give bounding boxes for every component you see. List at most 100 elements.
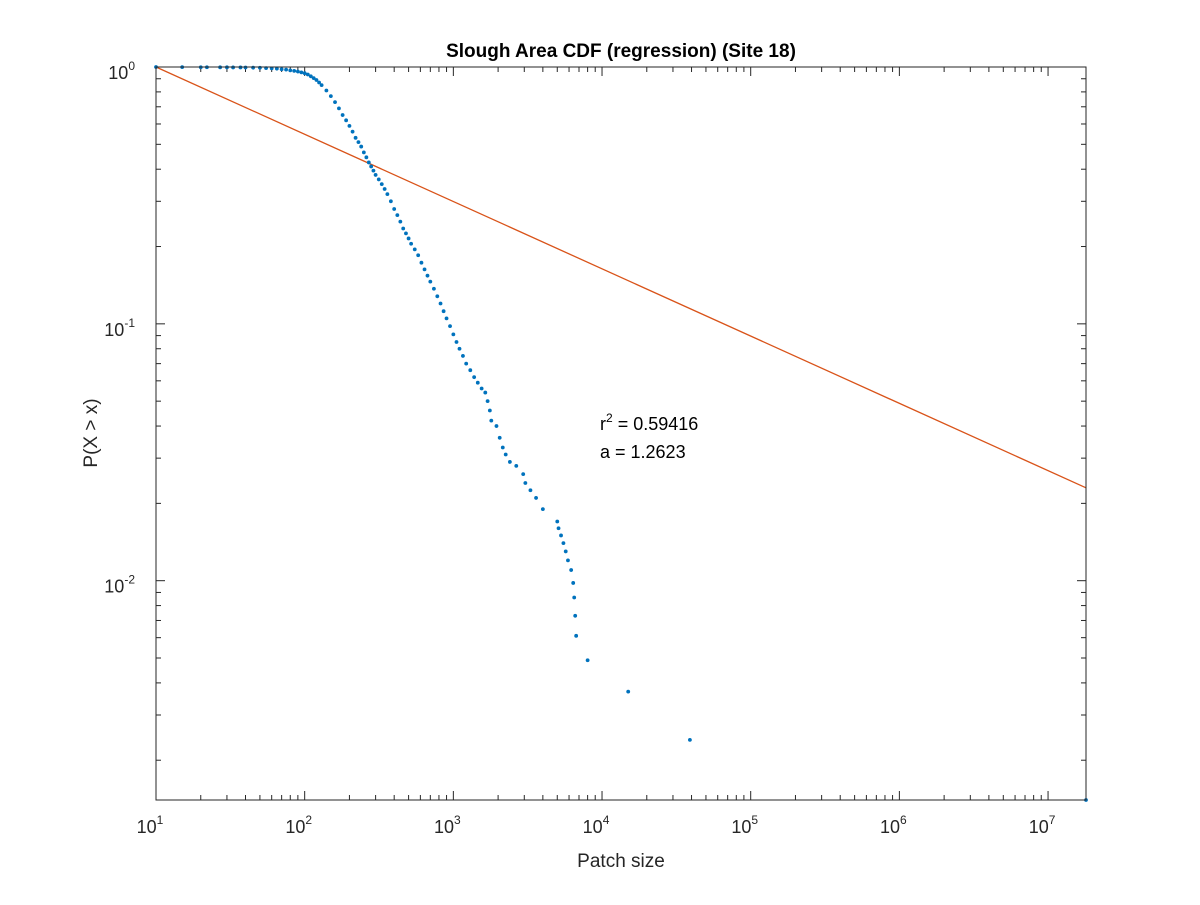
data-point-19	[299, 70, 304, 75]
data-point-66	[444, 316, 449, 321]
x-tick-label-5: 106	[880, 813, 907, 837]
x-tick-base-1: 10	[285, 817, 305, 837]
y-tick-label-2: 10-2	[104, 573, 135, 597]
data-point-20	[302, 71, 307, 76]
data-point-36	[356, 140, 361, 145]
data-point-60	[425, 273, 430, 278]
data-point-22	[308, 74, 313, 79]
exponent-annotation: a = 1.2623	[600, 442, 686, 462]
data-point-65	[441, 309, 446, 314]
data-point-54	[406, 236, 411, 241]
y-tick-base-1: 10	[104, 320, 124, 340]
data-point-13	[274, 66, 279, 71]
data-point-31	[340, 113, 345, 117]
data-point-68	[451, 332, 456, 337]
data-point-77	[483, 390, 488, 395]
data-point-85	[507, 460, 512, 464]
data-point-82	[497, 435, 502, 440]
data-point-39	[364, 155, 369, 160]
data-point-46	[382, 187, 387, 191]
data-point-50	[395, 213, 400, 218]
data-point-67	[448, 324, 452, 328]
data-point-103	[585, 658, 590, 663]
r2-value: = 0.59416	[613, 414, 699, 434]
x-tick-base-0: 10	[137, 817, 157, 837]
data-point-62	[432, 286, 436, 291]
y-tick-exp-0: 0	[128, 59, 135, 73]
x-tick-label-0: 101	[137, 813, 164, 837]
data-point-99	[571, 581, 576, 585]
data-point-14	[279, 67, 284, 72]
data-point-102	[574, 633, 579, 638]
data-point-40	[366, 160, 371, 165]
data-point-41	[369, 164, 374, 169]
data-point-24	[314, 78, 319, 82]
x-tick-exp-0: 1	[157, 813, 164, 827]
data-point-89	[528, 488, 533, 493]
data-point-8	[243, 65, 248, 70]
data-point-105	[688, 737, 692, 742]
data-point-48	[388, 199, 393, 204]
data-point-83	[500, 445, 505, 450]
data-point-94	[559, 533, 563, 538]
data-point-58	[419, 260, 424, 265]
y-tick-base-2: 10	[104, 577, 124, 597]
data-point-86	[514, 463, 519, 468]
x-tick-exp-6: 7	[1049, 813, 1056, 827]
x-tick-label-2: 103	[434, 813, 461, 837]
data-point-93	[556, 526, 561, 531]
y-tick-label-0: 100	[108, 59, 135, 83]
x-tick-label-3: 104	[583, 813, 610, 837]
data-point-75	[475, 380, 480, 385]
data-point-78	[485, 399, 490, 404]
chart-title: Slough Area CDF (regression) (Site 18)	[446, 41, 796, 62]
r-squared-annotation: r2 = 0.59416	[600, 411, 698, 434]
data-point-47	[385, 192, 390, 196]
x-tick-label-1: 102	[285, 813, 312, 837]
data-point-104	[626, 689, 631, 694]
data-point-61	[428, 279, 433, 284]
x-tick-base-5: 10	[880, 817, 900, 837]
data-point-90	[534, 496, 538, 500]
data-point-29	[333, 100, 337, 105]
x-tick-base-4: 10	[731, 817, 751, 837]
data-point-74	[472, 375, 477, 380]
data-point-42	[371, 168, 376, 173]
plot-area	[156, 67, 1086, 800]
data-point-35	[353, 135, 358, 140]
data-point-25	[317, 80, 321, 85]
data-point-59	[422, 267, 427, 272]
x-tick-base-2: 10	[434, 817, 454, 837]
data-point-45	[379, 182, 384, 187]
plot-frame	[155, 66, 1087, 801]
data-point-30	[337, 106, 341, 111]
data-point-81	[494, 424, 499, 428]
data-point-56	[412, 247, 417, 252]
data-point-21	[305, 72, 310, 77]
x-tick-label-6: 107	[1029, 813, 1056, 837]
data-point-27	[324, 88, 329, 93]
data-point-15	[284, 67, 288, 72]
x-tick-exp-5: 6	[900, 813, 907, 827]
data-point-32	[344, 118, 349, 123]
data-point-55	[409, 241, 414, 246]
x-tick-exp-1: 2	[305, 813, 312, 827]
data-point-70	[457, 346, 462, 351]
data-point-53	[404, 231, 408, 236]
data-point-37	[359, 144, 364, 149]
x-tick-labels: 101 102 103 104 105 106 107	[137, 813, 1056, 837]
r2-prefix: r	[600, 414, 606, 434]
regression-line	[155, 66, 1087, 489]
data-point-69	[454, 340, 459, 344]
x-tick-exp-4: 5	[751, 813, 758, 827]
data-point-73	[468, 368, 473, 373]
y-tick-exp-1: -1	[124, 316, 135, 330]
data-point-80	[489, 418, 494, 423]
data-point-63	[435, 294, 440, 299]
data-point-79	[487, 408, 492, 413]
minor-ticks	[156, 67, 1086, 800]
data-point-84	[503, 452, 508, 457]
data-point-96	[563, 549, 568, 554]
